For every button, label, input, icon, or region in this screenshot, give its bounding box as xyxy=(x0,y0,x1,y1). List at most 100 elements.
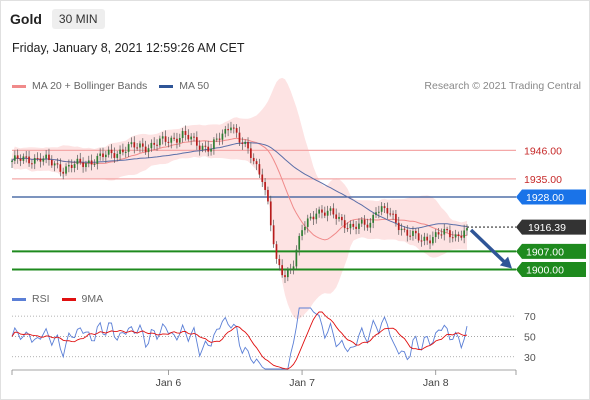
candle-body-71 xyxy=(213,139,215,149)
candle-body-104 xyxy=(306,218,309,227)
candle-79 xyxy=(235,124,238,138)
candle-104 xyxy=(306,214,309,233)
candle-body-18 xyxy=(62,171,65,174)
candle-body-69 xyxy=(207,146,210,152)
candle-50 xyxy=(153,137,156,150)
candle-41 xyxy=(127,141,130,158)
candle-21 xyxy=(70,159,73,173)
candle-body-148 xyxy=(432,237,434,244)
candle-body-61 xyxy=(184,130,187,135)
forecast-arrow xyxy=(467,226,516,269)
candle-97 xyxy=(286,267,289,282)
candle-26 xyxy=(85,160,87,172)
legend-ma50: MA 50 xyxy=(159,80,209,92)
candle-119 xyxy=(349,220,352,235)
candle-body-93 xyxy=(275,244,278,259)
candle-62 xyxy=(187,129,190,142)
candle-body-60 xyxy=(181,130,184,139)
candle-body-101 xyxy=(298,235,301,250)
candle-134 xyxy=(392,210,394,220)
candle-body-35 xyxy=(110,149,113,154)
candle-54 xyxy=(164,130,167,146)
candle-body-66 xyxy=(198,145,201,150)
candle-body-135 xyxy=(395,213,397,223)
candle-9 xyxy=(36,152,39,162)
candle-body-58 xyxy=(176,138,178,143)
candle-body-90 xyxy=(267,189,269,202)
candle-61 xyxy=(184,125,187,141)
candle-138 xyxy=(403,226,406,233)
candle-53 xyxy=(161,131,164,145)
candle-body-72 xyxy=(215,138,218,140)
candle-22 xyxy=(73,160,76,173)
candle-25 xyxy=(82,157,84,173)
candle-108 xyxy=(318,206,320,218)
candle-3 xyxy=(19,154,22,167)
credit-text: Research © 2021 Trading Central xyxy=(424,80,581,92)
current-price-badge: 1916.39 xyxy=(516,219,586,235)
candle-92 xyxy=(272,219,275,248)
level-badge-text-2: 1928.00 xyxy=(526,192,564,204)
candle-14 xyxy=(50,155,53,168)
candle-body-137 xyxy=(400,228,403,231)
candle-body-25 xyxy=(82,162,84,168)
candle-body-65 xyxy=(195,137,198,146)
candle-body-48 xyxy=(147,148,150,152)
candle-101 xyxy=(298,233,301,256)
candle-body-74 xyxy=(221,133,224,140)
legend-swatch-rsi xyxy=(12,297,26,301)
candle-19 xyxy=(65,163,67,176)
candle-body-64 xyxy=(193,136,195,138)
candle-body-105 xyxy=(309,216,312,219)
candle-body-34 xyxy=(107,149,110,155)
candle-132 xyxy=(386,202,389,219)
rsi-legend: RSI 9MA xyxy=(12,293,115,305)
current-price-badge-text: 1916.39 xyxy=(528,222,566,234)
candle-38 xyxy=(119,145,121,160)
candle-body-22 xyxy=(73,164,76,168)
candle-body-53 xyxy=(161,136,164,139)
candle-110 xyxy=(323,206,326,219)
candle-body-154 xyxy=(449,230,451,238)
candle-64 xyxy=(193,132,195,142)
candle-body-50 xyxy=(153,142,156,145)
candle-159 xyxy=(463,224,466,244)
candle-106 xyxy=(312,210,315,225)
candle-115 xyxy=(338,212,340,222)
legend-9ma: 9MA xyxy=(61,293,103,305)
candle-body-107 xyxy=(315,213,318,220)
rsi-line xyxy=(11,307,468,370)
candle-body-147 xyxy=(429,240,431,244)
candle-body-128 xyxy=(375,212,377,215)
candle-body-152 xyxy=(443,228,446,235)
candle-body-13 xyxy=(48,154,50,160)
candle-12 xyxy=(45,150,47,164)
candle-body-140 xyxy=(409,235,411,237)
candle-body-27 xyxy=(87,160,90,164)
candle-body-9 xyxy=(36,158,39,160)
candle-98 xyxy=(289,263,292,274)
candle-147 xyxy=(429,234,431,250)
candle-85 xyxy=(252,153,255,165)
candle-47 xyxy=(144,140,147,155)
candle-34 xyxy=(107,146,110,158)
candle-body-83 xyxy=(247,141,249,149)
candle-body-155 xyxy=(451,237,454,239)
candle-body-80 xyxy=(238,132,241,143)
candle-123 xyxy=(360,216,363,227)
x-tick-label-1: Jan 7 xyxy=(289,377,315,389)
chart-header: Gold 30 MIN xyxy=(10,8,105,30)
candle-body-115 xyxy=(338,216,340,219)
candle-body-159 xyxy=(463,230,466,238)
candle-body-138 xyxy=(403,228,406,230)
candle-body-43 xyxy=(133,142,136,148)
candle-body-1 xyxy=(13,155,16,161)
candle-body-108 xyxy=(318,209,320,214)
candle-150 xyxy=(437,227,440,239)
candle-body-82 xyxy=(244,141,247,144)
candle-body-47 xyxy=(144,146,147,152)
candle-17 xyxy=(59,158,62,177)
timeframe-badge[interactable]: 30 MIN xyxy=(51,9,105,29)
candle-75 xyxy=(224,125,227,138)
